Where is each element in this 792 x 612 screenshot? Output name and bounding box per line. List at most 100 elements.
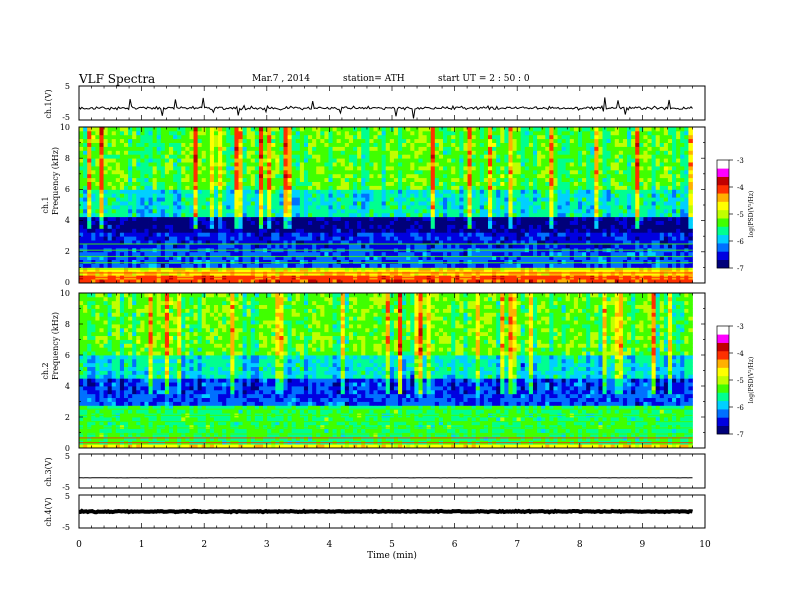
spectrogram-cell <box>610 220 616 225</box>
spectrogram-cell <box>504 181 509 186</box>
spectrogram-cell <box>684 158 689 163</box>
spectrogram-cell <box>83 259 88 264</box>
spectrogram-cell <box>627 177 632 182</box>
spectrogram-cell <box>332 228 338 233</box>
spectrogram-cell <box>205 181 211 186</box>
spectrogram-cell <box>418 197 423 202</box>
spectrogram-cell <box>508 173 513 179</box>
spectrogram-cell <box>627 169 632 175</box>
spectrogram-cell <box>528 173 534 179</box>
spectrogram-cell <box>99 208 104 214</box>
spectrogram-cell <box>164 166 170 171</box>
spectrogram-cell <box>107 205 113 210</box>
spectrogram-cell <box>541 189 546 194</box>
spectrogram-cell <box>377 240 383 245</box>
spectrogram-cell <box>168 162 174 167</box>
spectrogram-cell <box>504 197 509 202</box>
spectrogram-cell <box>402 208 407 214</box>
spectrogram-cell <box>557 197 562 202</box>
spectrogram-cell <box>324 224 329 229</box>
spectrogram-cell <box>426 208 432 214</box>
spectrogram-cell <box>577 236 583 241</box>
spectrogram-cell <box>324 208 329 214</box>
spectrogram-cell <box>99 185 104 190</box>
spectrogram-cell <box>434 232 440 237</box>
spectrogram-cell <box>647 216 652 221</box>
spectrogram-cell <box>357 232 362 237</box>
spectrogram-cell <box>406 158 411 163</box>
spectrogram-cell <box>492 189 497 194</box>
spectrogram-cell <box>528 244 534 249</box>
spectrogram-cell <box>483 173 489 179</box>
spectrogram-cell <box>537 212 542 218</box>
spectrogram-cell <box>467 228 473 233</box>
spectrogram-cell <box>250 232 256 237</box>
spectrogram-cell <box>385 216 391 221</box>
spectrogram-cell <box>385 240 391 245</box>
spectrogram-cell <box>177 189 182 194</box>
spectrogram-cell <box>295 228 301 233</box>
spectrogram-cell <box>299 189 305 194</box>
spectrogram-cell <box>271 255 276 260</box>
spectrogram-cell <box>246 162 252 167</box>
spectrogram-cell <box>193 154 199 159</box>
spectrogram-cell <box>103 193 109 198</box>
spectrogram-cell <box>103 224 109 229</box>
spectrogram-cell <box>684 154 689 159</box>
spectrogram-cell <box>152 162 158 167</box>
spectrogram-cell <box>557 251 562 257</box>
spectrogram-cell <box>328 181 333 186</box>
spectrogram-cell <box>524 193 530 198</box>
spectrogram-cell <box>320 201 325 206</box>
spectrogram-cell <box>663 216 669 221</box>
spectrogram-cell <box>508 255 513 260</box>
spectrogram-cell <box>443 185 448 190</box>
spectrogram-cell <box>201 154 207 159</box>
spectrogram-cell <box>189 205 194 210</box>
spectrogram-cell <box>222 259 227 264</box>
spectrogram-cell <box>336 220 342 225</box>
spectrogram-cell <box>680 154 685 159</box>
spectrogram-cell <box>107 169 113 175</box>
spectrogram-cell <box>111 224 117 229</box>
spectrogram-cell <box>348 224 354 229</box>
spectrogram-cell <box>422 220 428 225</box>
spectrogram-cell <box>181 251 186 257</box>
spectrogram-cell <box>627 216 632 221</box>
spectrogram-cell <box>99 259 104 264</box>
spectrogram-cell <box>541 220 546 225</box>
spectrogram-cell <box>119 189 125 194</box>
spectrogram-cell <box>295 240 301 245</box>
spectrogram-cell <box>577 201 583 206</box>
spectrogram-cell <box>614 197 620 202</box>
spectrogram-cell <box>434 224 440 229</box>
spectrogram-cell <box>258 166 264 171</box>
spectrogram-cell <box>87 189 92 194</box>
spectrogram-cell <box>598 224 603 229</box>
spectrogram-cell <box>303 162 309 167</box>
spectrogram-cell <box>598 208 603 214</box>
spectrogram-cell <box>312 185 317 190</box>
spectrogram-cell <box>602 205 607 210</box>
spectrogram-cell <box>316 185 321 190</box>
spectrogram-cell <box>508 240 513 245</box>
spectrogram-cell <box>226 263 231 268</box>
spectrogram-cell <box>418 193 423 198</box>
spectrogram-cell <box>618 205 624 210</box>
spectrogram-cell <box>242 193 248 198</box>
spectrogram-cell <box>365 193 370 198</box>
spectrogram-cell <box>156 251 162 257</box>
spectrogram-cell <box>283 154 288 159</box>
spectrogram-cell <box>361 158 366 163</box>
spectrogram-cell <box>291 166 297 171</box>
spectrogram-cell <box>254 201 260 206</box>
spectrogram-cell <box>614 232 620 237</box>
spectrogram-cell <box>561 201 567 206</box>
spectrogram-cell <box>504 240 509 245</box>
spectrogram-cell <box>156 185 162 190</box>
spectrogram-cell <box>373 158 378 163</box>
spectrogram-cell <box>250 166 256 171</box>
spectrogram-cell <box>443 255 448 260</box>
spectrogram-cell <box>459 232 464 237</box>
spectrogram-cell <box>631 212 636 218</box>
